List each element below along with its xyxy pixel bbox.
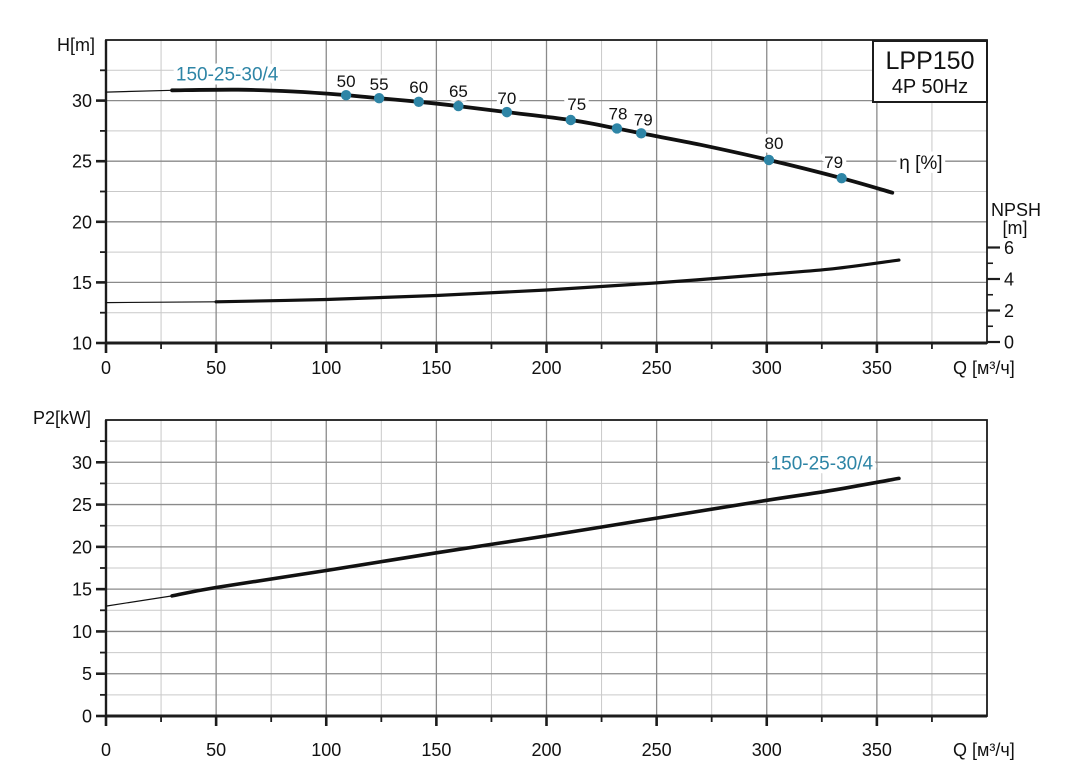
x-tick-label: 50 bbox=[206, 740, 226, 760]
axis-ticks bbox=[96, 69, 1000, 353]
efficiency-label: 55 bbox=[370, 75, 389, 94]
efficiency-dot bbox=[340, 89, 352, 101]
npsh-tick-label: 2 bbox=[1004, 301, 1014, 321]
efficiency-dot bbox=[763, 154, 775, 166]
gridlines bbox=[106, 40, 987, 343]
npsh-curve-lead-in bbox=[105, 301, 217, 304]
npsh-tick-label: 6 bbox=[1004, 238, 1014, 258]
efficiency-label: 80 bbox=[764, 134, 783, 153]
y-tick-label: 15 bbox=[72, 580, 92, 600]
y-tick-label: 0 bbox=[82, 707, 92, 727]
series-name-label: 150-25-30/4 bbox=[176, 64, 279, 85]
y-tick-label: 20 bbox=[72, 212, 92, 232]
head-curve bbox=[170, 87, 895, 195]
y-tick-label: 15 bbox=[72, 273, 92, 293]
y-tick-label: 10 bbox=[72, 334, 92, 354]
x-tick-label: 250 bbox=[642, 740, 672, 760]
y-tick-label: 25 bbox=[72, 152, 92, 172]
efficiency-dot bbox=[636, 128, 647, 139]
series-name-label: 150-25-30/4 bbox=[771, 454, 874, 475]
efficiency-label: 50 bbox=[337, 72, 356, 91]
x-tick-label: 200 bbox=[531, 358, 561, 378]
power-curve-lead-in bbox=[105, 595, 173, 607]
y-tick-label: 20 bbox=[72, 537, 92, 557]
x-axis-title: Q [м³/ч] bbox=[953, 358, 1015, 378]
x-tick-label: 300 bbox=[752, 358, 782, 378]
efficiency-label: 78 bbox=[609, 104, 628, 123]
y-tick-label: 30 bbox=[72, 453, 92, 473]
x-tick-label: 300 bbox=[752, 740, 782, 760]
efficiency-dot bbox=[413, 96, 424, 108]
x-axis-title: Q [м³/ч] bbox=[953, 740, 1015, 760]
x-tick-label: 250 bbox=[642, 358, 672, 378]
npsh-tick-label: 4 bbox=[1004, 270, 1014, 290]
x-tick-label: 200 bbox=[531, 740, 561, 760]
power-chart: 0 50 100 150 200 250 300 350 0 5 10 15 20 25 30 P2[kW] Q… bbox=[33, 408, 1015, 760]
efficiency-label: 70 bbox=[497, 89, 516, 108]
x-tick-label: 350 bbox=[862, 358, 892, 378]
efficiency-dot bbox=[501, 106, 513, 118]
efficiency-dot bbox=[373, 92, 385, 104]
pump-model-title: LPP150 bbox=[886, 47, 975, 75]
axis-ticks bbox=[96, 440, 933, 726]
x-tick-label: 0 bbox=[101, 740, 111, 760]
efficiency-label: 60 bbox=[409, 78, 428, 97]
x-tick-label: 150 bbox=[421, 740, 451, 760]
x-tick-label: 150 bbox=[421, 358, 451, 378]
gridlines bbox=[106, 420, 987, 716]
x-tick-label: 0 bbox=[101, 358, 111, 378]
y-tick-label: 30 bbox=[72, 91, 92, 111]
y-axis-title: H[m] bbox=[57, 35, 95, 55]
power-curve bbox=[170, 476, 901, 598]
pump-model-subtitle: 4P 50Hz bbox=[892, 76, 968, 98]
y-tick-label: 5 bbox=[82, 664, 92, 684]
x-tick-label: 100 bbox=[311, 358, 341, 378]
efficiency-dot bbox=[565, 114, 576, 126]
x-tick-label: 50 bbox=[206, 358, 226, 378]
y-tick-label: 25 bbox=[72, 495, 92, 515]
npsh-axis-title: NPSH bbox=[991, 200, 1041, 220]
head-npsh-chart: 0 50 100 150 200 250 300 35010152025300246NPSH[… bbox=[57, 35, 1041, 378]
x-tick-label: 100 bbox=[311, 740, 341, 760]
efficiency-axis-label: η [%] bbox=[899, 153, 942, 174]
npsh-axis-unit: [m] bbox=[1003, 218, 1028, 238]
npsh-curve bbox=[214, 258, 901, 304]
npsh-tick-label: 0 bbox=[1004, 333, 1014, 353]
efficiency-label: 79 bbox=[824, 153, 843, 172]
efficiency-label: 79 bbox=[634, 110, 653, 129]
head-curve-lead-in bbox=[105, 89, 173, 93]
x-tick-label: 350 bbox=[862, 740, 892, 760]
efficiency-dot bbox=[836, 172, 847, 184]
efficiency-dot bbox=[453, 100, 464, 112]
efficiency-dot bbox=[611, 123, 623, 134]
y-tick-label: 10 bbox=[72, 622, 92, 642]
y-axis-title: P2[kW] bbox=[33, 408, 91, 428]
efficiency-label: 65 bbox=[449, 82, 468, 101]
efficiency-label: 75 bbox=[567, 95, 586, 114]
pump-model-box bbox=[872, 40, 988, 103]
